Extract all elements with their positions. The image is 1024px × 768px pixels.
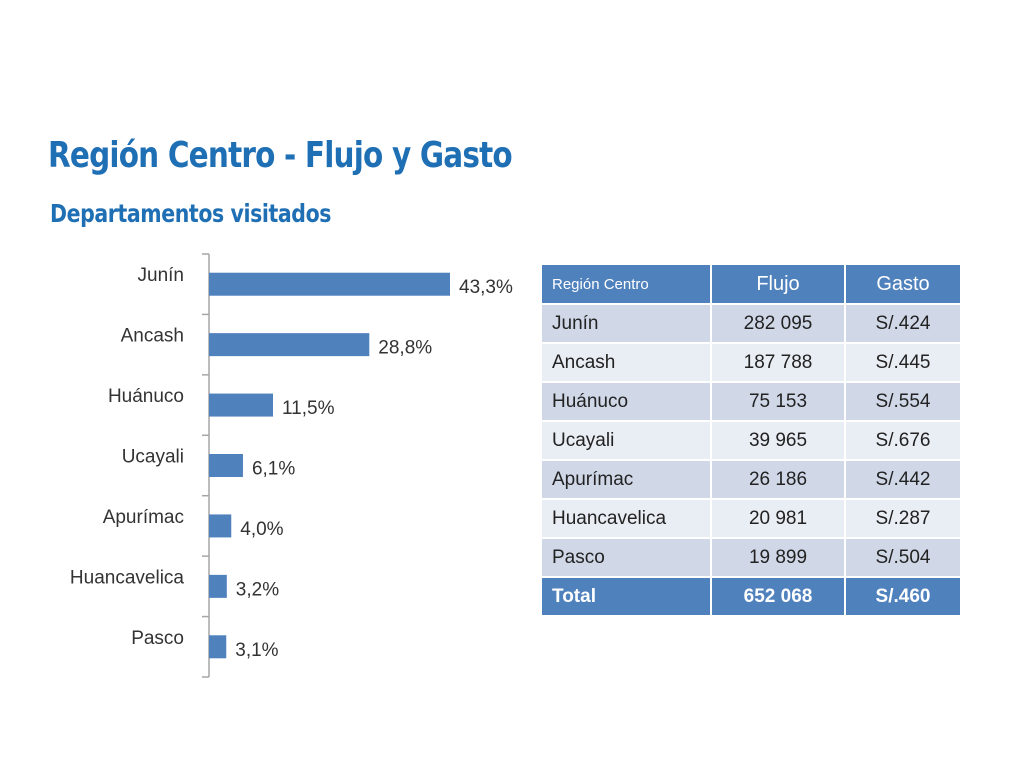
table-total-row: Total 652 068 S/.460	[540, 576, 962, 617]
bar	[209, 514, 232, 538]
data-label: 3,2%	[236, 579, 279, 600]
header-gasto: Gasto	[844, 263, 962, 305]
table-row: Ancash 187 788 S/.445	[540, 342, 962, 383]
cell-flujo: 20 981	[710, 498, 846, 539]
data-label: 6,1%	[252, 459, 295, 480]
header-flujo: Flujo	[710, 263, 846, 305]
cell-flujo: 39 965	[710, 420, 846, 461]
cell-gasto: S/.504	[844, 537, 962, 578]
cell-flujo: 26 186	[710, 459, 846, 500]
total-label: Total	[540, 576, 712, 617]
bar	[209, 635, 227, 659]
category-label: Huancavelica	[70, 567, 184, 588]
data-table: Región Centro Flujo Gasto Junín 282 095 …	[540, 263, 962, 617]
slide-title: Región Centro - Flujo y Gasto	[48, 135, 513, 176]
data-label: 3,1%	[235, 640, 278, 661]
bar	[209, 393, 274, 417]
table-row: Huánuco 75 153 S/.554	[540, 381, 962, 422]
category-label: Ucayali	[122, 447, 184, 468]
category-label: Ancash	[121, 326, 184, 347]
category-label: Pasco	[131, 628, 184, 649]
cell-region: Huancavelica	[540, 498, 712, 539]
bar	[209, 333, 370, 357]
cell-region: Junín	[540, 303, 712, 344]
category-label: Huánuco	[108, 386, 184, 407]
cell-region: Ancash	[540, 342, 712, 383]
bar-chart: Junín 43,3% Ancash 28,8% Huánuco 11,5% Ucayali…	[70, 253, 513, 678]
table-row: Huancavelica 20 981 S/.287	[540, 498, 962, 539]
table-row: Pasco 19 899 S/.504	[540, 537, 962, 578]
table-row: Apurímac 26 186 S/.442	[540, 459, 962, 500]
bar	[209, 454, 243, 477]
cell-region: Apurímac	[540, 459, 712, 500]
table-row: Ucayali 39 965 S/.676	[540, 420, 962, 461]
cell-region: Ucayali	[540, 420, 712, 461]
cell-gasto: S/.676	[844, 420, 962, 461]
cell-flujo: 75 153	[710, 381, 846, 422]
cell-flujo: 187 788	[710, 342, 846, 383]
total-flujo: 652 068	[710, 576, 846, 617]
cell-region: Pasco	[540, 537, 712, 578]
category-label: Apurímac	[103, 507, 184, 528]
bar	[209, 272, 450, 296]
cell-gasto: S/.445	[844, 342, 962, 383]
table-row: Junín 282 095 S/.424	[540, 303, 962, 344]
cell-flujo: 19 899	[710, 537, 846, 578]
data-label: 4,0%	[240, 519, 283, 540]
cell-gasto: S/.442	[844, 459, 962, 500]
data-label: 11,5%	[282, 398, 335, 419]
cell-flujo: 282 095	[710, 303, 846, 344]
cell-gasto: S/.554	[844, 381, 962, 422]
cell-gasto: S/.287	[844, 498, 962, 539]
cell-gasto: S/.424	[844, 303, 962, 344]
bar	[209, 574, 227, 598]
cell-region: Huánuco	[540, 381, 712, 422]
slide-subtitle: Departamentos visitados	[50, 199, 332, 228]
category-label: Junín	[138, 265, 184, 286]
header-region: Región Centro	[540, 263, 712, 305]
data-label: 28,8%	[378, 338, 432, 359]
total-gasto: S/.460	[844, 576, 962, 617]
data-label: 43,3%	[459, 277, 513, 298]
table-header-row: Región Centro Flujo Gasto	[540, 263, 962, 305]
